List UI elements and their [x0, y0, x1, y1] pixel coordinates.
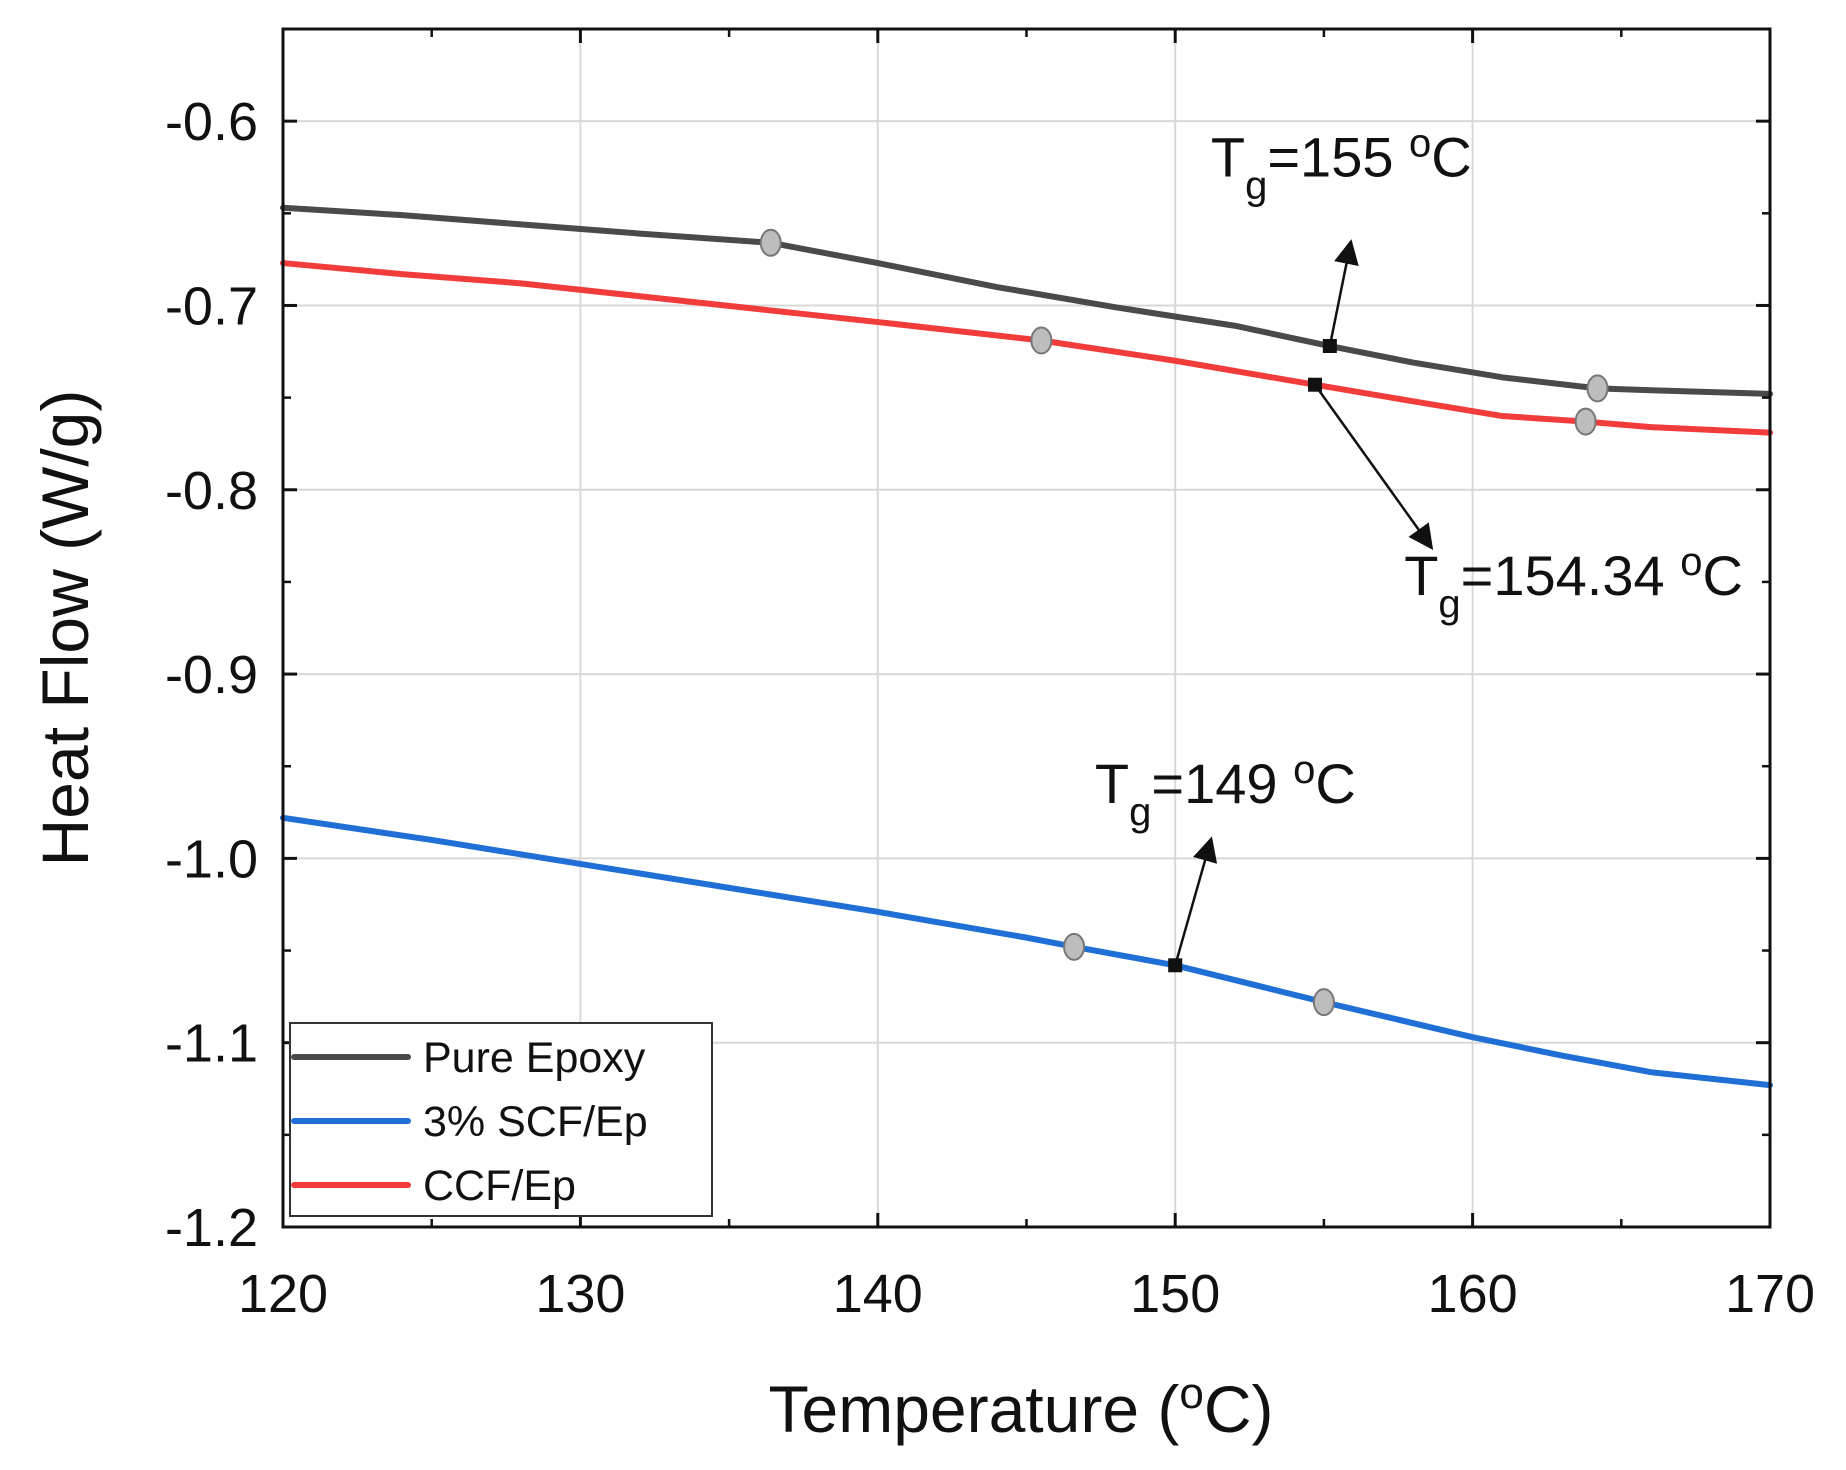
- series-line-pure-epoxy: [280, 204, 1773, 397]
- y-tick-label: -1.0: [165, 829, 258, 889]
- transition-marker: [759, 228, 782, 257]
- x-axis-title-suffix: C): [1204, 1372, 1274, 1446]
- annotation-prefix: T: [1404, 544, 1438, 607]
- x-tick-label: 140: [833, 1264, 923, 1324]
- annotation-prefix: T: [1095, 752, 1129, 815]
- transition-marker: [1063, 932, 1086, 961]
- annotation-superscript: o: [1409, 121, 1431, 165]
- legend-label: Pure Epoxy: [423, 1034, 646, 1082]
- annotation-unit: C: [1431, 125, 1471, 188]
- transition-marker: [1312, 988, 1335, 1017]
- x-axis-title-superscript: o: [1179, 1369, 1203, 1418]
- axis-layer: 120 130 140 150 160 170 -1.2 -1.1 -1.0 -0.9 -0.8 -0…: [28, 27, 1815, 1446]
- annotation-unit: C: [1702, 544, 1742, 607]
- annotation-value: =154.34: [1461, 544, 1681, 607]
- annotation-value: =149: [1151, 752, 1293, 815]
- y-tick-label: -0.9: [165, 645, 258, 705]
- y-tick-label: -0.6: [165, 92, 258, 152]
- annotation-arrow: [1328, 239, 1359, 347]
- annotation-superscript: o: [1680, 540, 1702, 584]
- x-axis-title: Temperature (oC): [769, 1369, 1274, 1446]
- transition-marker: [1574, 407, 1597, 436]
- legend-label: CCF/Ep: [423, 1162, 576, 1210]
- annotation-subscript: g: [1438, 582, 1460, 626]
- annotation-subscript: g: [1129, 790, 1151, 834]
- annotation-unit: C: [1315, 752, 1355, 815]
- x-tick-label: 170: [1725, 1264, 1815, 1324]
- series-line-ccf-ep: [280, 260, 1773, 436]
- y-tick-label: -1.1: [165, 1014, 258, 1074]
- annotation-arrow: [1173, 836, 1218, 966]
- transition-marker: [1030, 326, 1053, 355]
- x-tick-label: 120: [238, 1264, 328, 1324]
- annotation-value: =155: [1267, 125, 1409, 188]
- annotation-arrow: [1313, 383, 1434, 550]
- y-tick-label: -0.8: [165, 461, 258, 521]
- y-tick-label: -0.7: [165, 276, 258, 336]
- y-axis-title: Heat Flow (W/g): [28, 390, 102, 867]
- annotation-superscript: o: [1293, 748, 1315, 792]
- annotation-subscript: g: [1245, 163, 1267, 207]
- x-tick-label: 160: [1428, 1264, 1518, 1324]
- tg-annotation-1: Tg=155 oC: [1211, 121, 1472, 207]
- tg-annotation-3: Tg=149 oC: [1095, 748, 1356, 834]
- x-tick-label: 130: [535, 1264, 625, 1324]
- transition-marker: [1586, 374, 1609, 403]
- tg-annotation-2: Tg=154.34 oC: [1404, 540, 1743, 626]
- legend-layer: Pure Epoxy 3% SCF/Ep CCF/Ep: [289, 1022, 713, 1217]
- legend-label: 3% SCF/Ep: [423, 1098, 648, 1146]
- y-tick-label: -1.2: [165, 1198, 258, 1258]
- annotation-prefix: T: [1211, 125, 1245, 188]
- x-tick-label: 150: [1130, 1264, 1220, 1324]
- x-axis-title-prefix: Temperature (: [769, 1372, 1180, 1446]
